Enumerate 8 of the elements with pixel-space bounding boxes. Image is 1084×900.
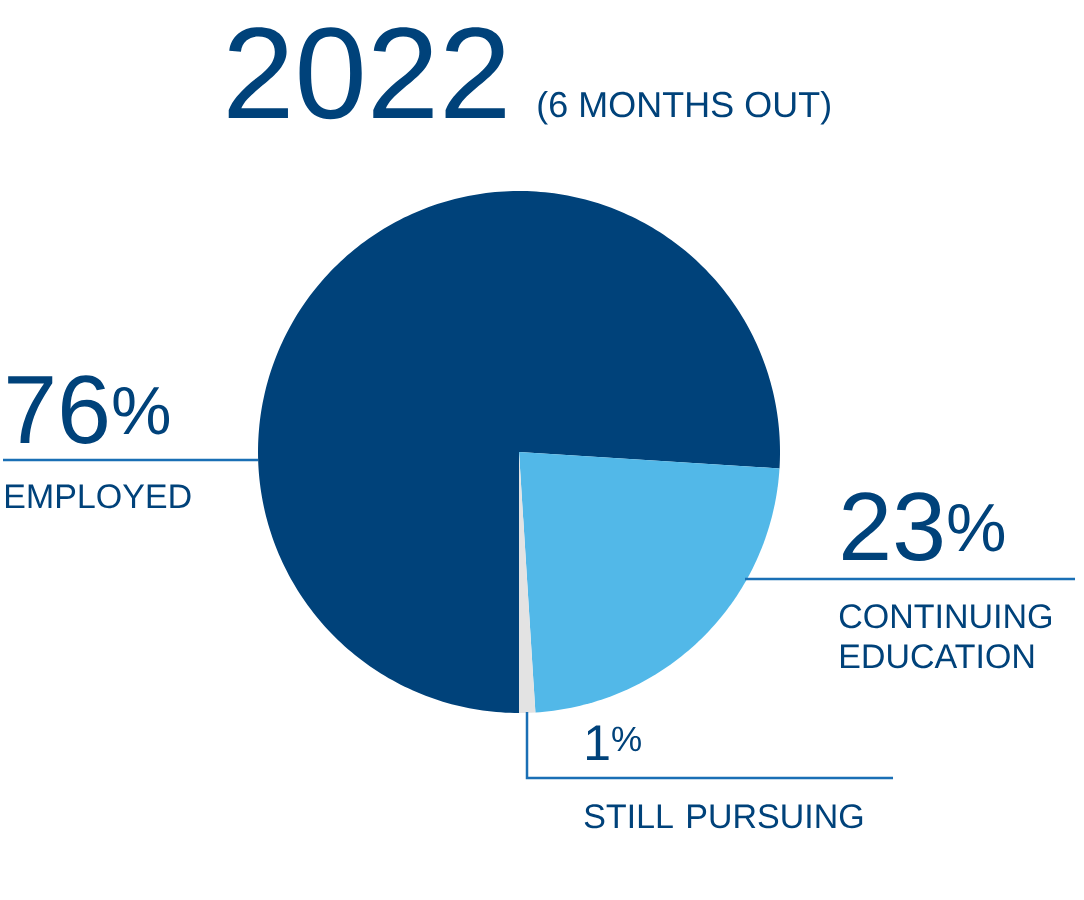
- chart-title: 2022: [228, 27, 505, 120]
- data-label: 1$^{%}$: [587, 725, 641, 760]
- slice-label: STILL PURSUING: [584, 804, 863, 829]
- data-label: 23$^{%}$: [843, 492, 1005, 561]
- data-label: 76$^{%}$: [8, 375, 170, 444]
- chart-subtitle: (6 MONTHS OUT): [538, 90, 830, 125]
- slice-label: CONTINUING EDUCATION: [839, 604, 1051, 669]
- slice-label: EMPLOYED: [6, 484, 191, 509]
